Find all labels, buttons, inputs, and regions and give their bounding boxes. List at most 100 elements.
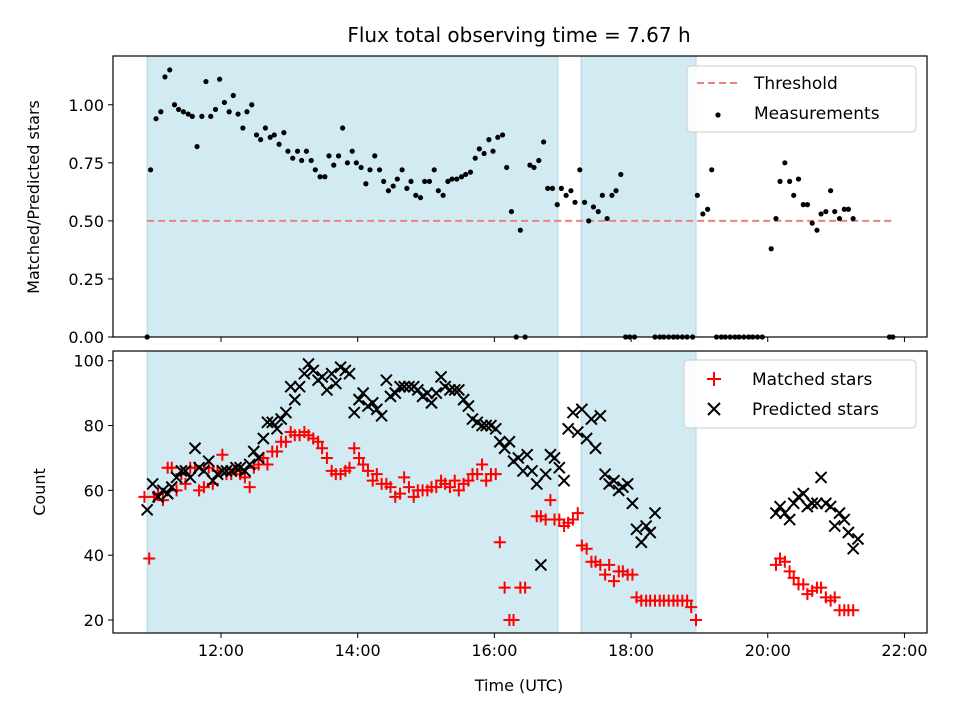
predicted-stars-point [165,480,178,494]
matched-stars-point [398,471,411,484]
predicted-stars-point [270,422,284,436]
measurements-point [208,113,214,119]
predicted-stars-point [151,490,165,504]
measurements-point [694,192,700,198]
predicted-stars-point [243,458,256,471]
measurements-point [147,167,154,173]
predicted-stars-point [329,377,343,390]
predicted-stars-point [257,432,270,445]
predicted-stars-point [571,425,584,439]
top-y-tick-label: 0.50 [68,212,104,231]
legend-predicted-label: Predicted stars [752,400,879,420]
predicted-stars-point [302,357,315,371]
measurements-point [322,174,328,180]
predicted-stars-point [462,399,475,413]
measurements-point [230,92,236,99]
predicted-stars-point [838,513,851,526]
bot-y-tick-label: 40 [84,546,104,565]
measurements-point [253,132,260,138]
predicted-stars-point [797,487,810,500]
top-observing-window-0 [146,55,559,338]
predicted-stars-point [580,432,593,445]
measurements-point [294,148,301,154]
measurements-point [768,246,774,252]
measurements-point [290,155,296,161]
matched-stars-point [243,481,256,494]
predicted-stars-point [534,558,548,572]
predicted-stars-point [443,383,457,397]
top-y-tick-label: 0.00 [68,328,104,347]
measurements-point [235,111,241,117]
measurements-point [381,178,387,185]
measurements-point [836,215,843,222]
bot-y-tick-label: 60 [84,481,104,500]
measurements-point [390,183,396,189]
predicted-stars-point [561,422,575,436]
predicted-stars-point [525,464,539,478]
measurements-point [399,167,405,173]
predicted-stars-point [607,474,621,487]
predicted-stars-point [585,412,598,426]
predicted-stars-point [783,513,796,526]
matched-stars-point [261,458,274,471]
measurements-point [577,167,583,173]
measurements-point [404,185,410,191]
matched-stars-point [603,558,616,571]
predicted-stars-point [402,380,416,393]
matched-stars-point [343,461,356,474]
matched-stars-point [394,487,407,500]
measurements-point [262,125,269,131]
predicted-stars-point [179,464,192,478]
measurements-point [490,148,496,154]
legend-predicted-swatch [707,402,721,416]
matched-stars-point [370,468,383,481]
measurements-point [408,178,414,185]
predicted-stars-point [566,406,580,419]
predicted-stars-point [184,471,197,484]
legend-matched-swatch [707,372,721,386]
measurements-point [791,192,797,198]
predicted-stars-point [202,454,215,468]
measurements-point [349,148,355,154]
measurements-point [832,208,838,215]
predicted-stars-point [493,435,507,448]
measurements-point [440,192,446,198]
bottom-plot-frame [112,350,928,634]
measurements-point [353,160,359,166]
measurements-point [431,167,437,173]
top-panel: 0.00 0.25 0.50 0.75 1.00 Matched/Predicted s… [24,55,928,347]
measurements-point [281,130,287,136]
measurements-point [449,176,455,182]
measurements-point [558,185,564,191]
measurements-point [331,162,337,168]
measurements-point [773,215,779,222]
predicted-stars-point [307,364,320,377]
measurements-point [413,192,419,198]
measurements-point [153,116,159,122]
predicted-stars-point [503,435,516,448]
matched-stars-point [143,552,156,565]
measurements-point [445,178,451,185]
predicted-stars-point [621,477,634,491]
measurements-point [249,102,255,108]
measurements-point [171,102,178,108]
predicted-stars-point [274,412,288,426]
measurements-point [800,202,806,208]
bot-y-tick-label: 20 [84,611,104,630]
measurements-point [700,211,706,217]
measurements-point [463,171,469,178]
measurements-point [385,188,392,194]
predicted-stars-point [828,519,841,533]
predicted-stars-point [393,380,407,393]
predicted-stars-point [639,519,653,533]
measurements-point [303,148,310,154]
measurements-point [618,171,624,178]
top-y-tick-label: 0.75 [68,154,104,173]
x-axis-label: Time (UTC) [474,676,563,695]
predicted-stars-point [475,419,489,432]
predicted-stars-point [266,416,279,429]
measurements-point [344,160,351,166]
measurements-point [495,134,501,140]
measurements-point [563,192,569,198]
measurements-point [828,188,834,194]
